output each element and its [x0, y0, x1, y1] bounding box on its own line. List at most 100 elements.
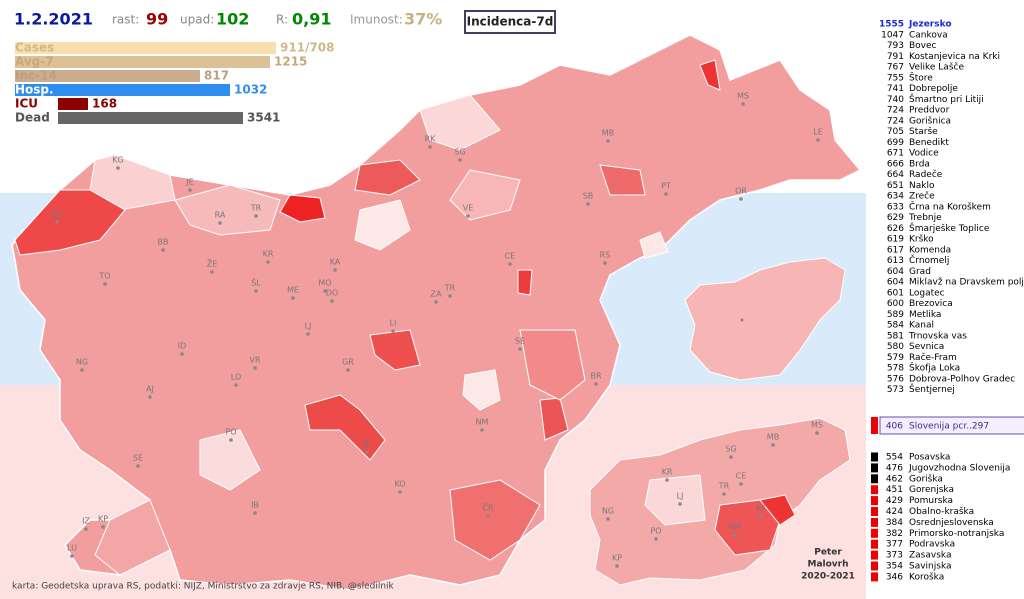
region-value: 429: [886, 496, 903, 506]
municipality-value: 584: [887, 321, 904, 331]
map-label: PO: [225, 428, 236, 437]
municipality-value: 613: [887, 256, 904, 266]
municipality-value: 633: [887, 202, 904, 212]
patch: [354, 199, 411, 251]
patch: [517, 269, 533, 296]
municipality-value: 664: [887, 170, 904, 180]
mini-slovenia: [684, 257, 846, 381]
town-dot: [291, 296, 295, 300]
map-label: LE: [813, 128, 823, 137]
region-value: 554: [886, 453, 903, 463]
town-dot: [253, 366, 257, 370]
municipality-patches: [14, 59, 721, 576]
town-dot: [188, 188, 192, 192]
town-dot: [229, 438, 233, 442]
town-dot: [398, 490, 402, 494]
municipality-name: Šmartno pri Litiji: [909, 93, 984, 105]
map-label: TR: [250, 204, 262, 213]
map-label: KP: [98, 515, 108, 524]
municipality-name: Brda: [909, 159, 930, 169]
municipality-name: Krško: [909, 234, 934, 245]
municipality-value: 629: [887, 213, 904, 223]
region-swatch: [871, 496, 878, 506]
municipality-value: 604: [887, 278, 904, 288]
region-swatch: [871, 474, 878, 484]
stat-value: 1032: [234, 83, 267, 97]
map-label: KO: [394, 480, 405, 489]
town-dot: [434, 300, 438, 304]
map-label: NG: [76, 358, 88, 367]
region-name: Osrednjeslovenska: [909, 518, 994, 528]
map-label: IZ: [82, 517, 90, 526]
town-dot: [70, 554, 74, 558]
municipality-name: Preddvor: [909, 106, 950, 116]
mini-map-label: MB: [767, 433, 779, 442]
map-label: JE: [185, 178, 193, 187]
map-label: VE: [463, 204, 474, 213]
map-label: LO: [231, 373, 241, 382]
municipality-name: Dobrova-Polhov Gradec: [909, 374, 1015, 384]
municipality-value: 791: [887, 52, 904, 62]
region-value: 451: [886, 485, 903, 495]
municipality-name: Brezovica: [909, 299, 953, 309]
municipality-value: 581: [887, 331, 904, 341]
region-name: Zasavska: [909, 551, 951, 561]
patch: [599, 164, 646, 196]
region-value: 382: [886, 529, 903, 539]
town-dot: [391, 329, 395, 333]
region-value: 346: [886, 572, 903, 582]
town-dot: [816, 138, 820, 142]
author: Peter: [814, 548, 842, 558]
map-label: ČR: [482, 502, 494, 513]
list-panel: [866, 14, 1024, 599]
municipality-value: 666: [887, 159, 904, 169]
town-dot: [266, 260, 270, 264]
municipality-value: 755: [887, 73, 904, 83]
region-patch: [644, 474, 706, 526]
town-dot: [136, 464, 140, 468]
patch: [462, 369, 501, 411]
town-dot: [678, 502, 682, 506]
stat-bar: [58, 112, 243, 124]
region-swatch: [871, 452, 878, 462]
region-swatch: [871, 528, 878, 538]
region-swatch: [871, 517, 878, 527]
region-value: 377: [886, 540, 903, 550]
town-dot: [180, 352, 184, 356]
town-dot: [346, 368, 350, 372]
patch: [539, 397, 569, 441]
region-swatch: [871, 572, 878, 582]
town-dot: [664, 192, 668, 196]
map-label: DO: [326, 289, 338, 298]
municipality-name: Jezersko: [908, 20, 952, 30]
map-label: GO: [51, 210, 64, 219]
stat-value: 817: [204, 69, 229, 83]
stat-value: 168: [92, 97, 117, 111]
map-label: KA: [330, 258, 341, 267]
municipality-value: 601: [887, 288, 904, 298]
town-dot: [665, 478, 669, 482]
decline: 102: [216, 10, 249, 29]
municipality-name: Črnomelj: [909, 254, 949, 266]
municipality-value: 600: [887, 299, 904, 309]
municipality-name: Miklavž na Dravskem polju: [909, 278, 1024, 288]
municipality-value: 699: [887, 138, 904, 148]
growth: 99: [146, 10, 168, 29]
municipality-name: Črna na Koroškem: [909, 200, 991, 212]
municipality-name: Starše: [909, 126, 938, 137]
municipality-name: Logatec: [909, 288, 945, 298]
stat-bar: [15, 84, 230, 96]
town-dot: [739, 482, 743, 486]
municipality-name: Šentjernej: [909, 383, 955, 395]
region-name: Pomurska: [909, 496, 953, 506]
town-dot: [771, 443, 775, 447]
patch: [199, 429, 261, 491]
map-label: KR: [263, 250, 274, 259]
dynamic-layer: 1.2.2021 rast: 99 upad: 102 R: 0,91 Imunost: 37%…: [12, 10, 1024, 592]
municipality-name: Kanal: [909, 321, 934, 331]
region-swatch: [871, 463, 878, 473]
region-swatch: [871, 550, 878, 560]
map-label: GR: [342, 358, 354, 367]
stat-value: 3541: [247, 111, 280, 125]
mini-map-label: SG: [725, 445, 736, 454]
